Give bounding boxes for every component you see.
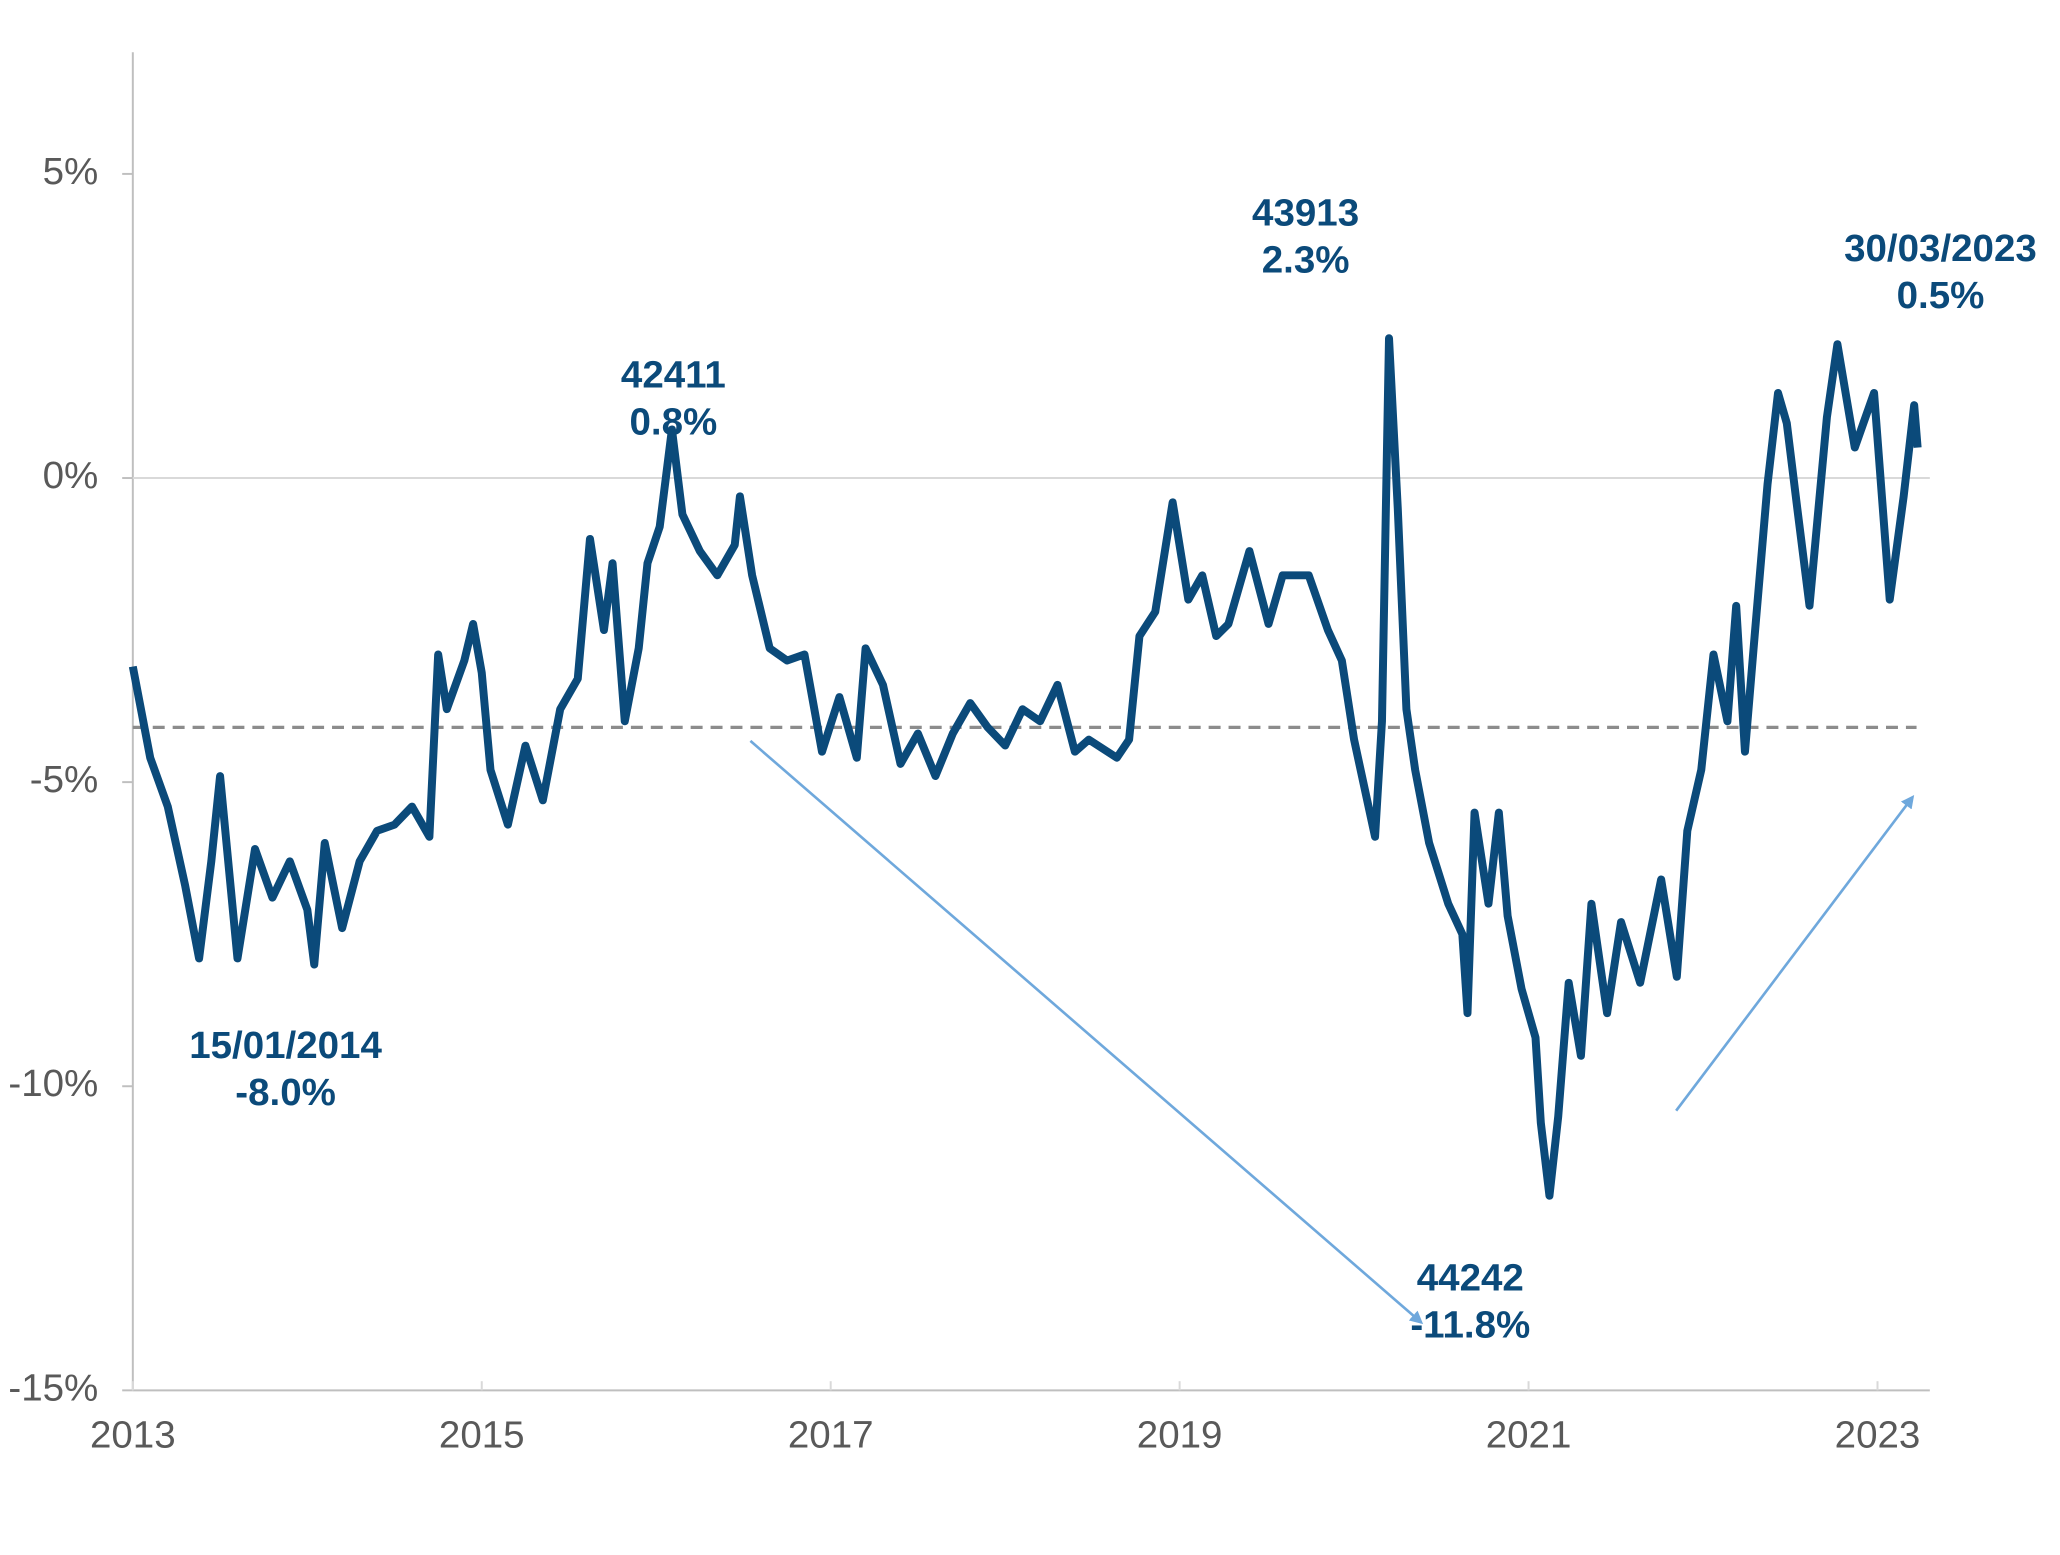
- annotation: -8.0%: [235, 1071, 336, 1114]
- x-tick-label: 2019: [1137, 1414, 1223, 1457]
- y-tick-label: -10%: [8, 1063, 98, 1106]
- x-tick-label: 2023: [1835, 1414, 1921, 1457]
- y-tick-label: -5%: [30, 758, 98, 801]
- x-tick-label: 2013: [90, 1414, 176, 1457]
- x-tick-label: 2015: [439, 1414, 525, 1457]
- y-tick-label: 5%: [43, 150, 99, 193]
- annotation: 42411: [621, 354, 726, 397]
- annotation: 43913: [1252, 192, 1359, 235]
- annotation: 30/03/2023: [1844, 227, 2037, 270]
- x-tick-label: 2017: [788, 1414, 874, 1457]
- annotation: 44242: [1417, 1257, 1524, 1300]
- annotation: 2.3%: [1262, 239, 1350, 282]
- y-tick-label: 0%: [43, 454, 99, 497]
- annotation: 15/01/2014: [189, 1024, 382, 1067]
- annotation: 0.5%: [1897, 274, 1985, 317]
- annotation: -11.8%: [1410, 1304, 1530, 1347]
- trend-arrow: [1675, 795, 1915, 1112]
- series-line: [128, 334, 1922, 1200]
- y-tick-label: -15%: [8, 1367, 98, 1410]
- trend-arrow: [749, 739, 1424, 1325]
- x-tick-label: 2021: [1486, 1414, 1572, 1457]
- annotation: 0.8%: [630, 401, 718, 444]
